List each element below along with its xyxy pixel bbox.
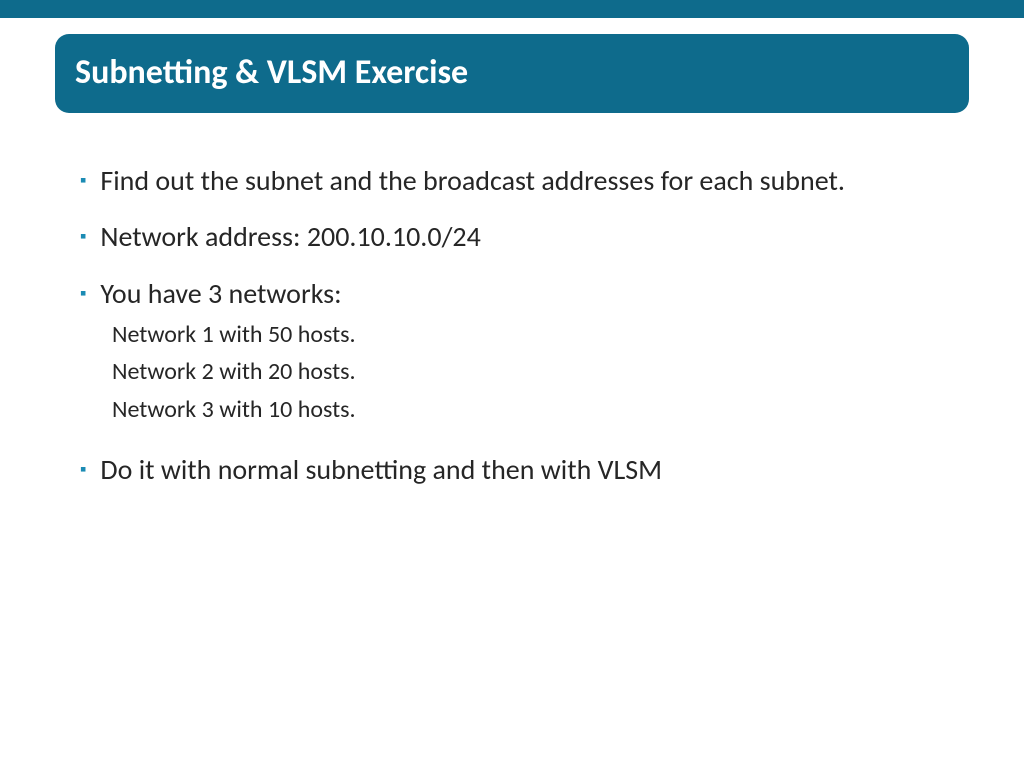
content-area: ▪ Find out the subnet and the broadcast … — [80, 163, 944, 488]
bullet-marker-icon: ▪ — [80, 282, 86, 304]
bullet-item: ▪ Network address: 200.10.10.0/24 — [80, 219, 944, 255]
sub-item: Network 3 with 10 hosts. — [112, 391, 944, 428]
title-container: Subnetting & VLSM Exercise — [55, 34, 969, 113]
sub-item: Network 2 with 20 hosts. — [112, 353, 944, 390]
sub-item: Network 1 with 50 hosts. — [112, 316, 944, 353]
bullet-text: Do it with normal subnetting and then wi… — [100, 452, 662, 488]
slide-title: Subnetting & VLSM Exercise — [75, 52, 949, 93]
bullet-item: ▪ You have 3 networks: — [80, 276, 944, 312]
bullet-marker-icon: ▪ — [80, 458, 86, 480]
top-accent-bar — [0, 0, 1024, 18]
bullet-marker-icon: ▪ — [80, 225, 86, 247]
sub-list: Network 1 with 50 hosts. Network 2 with … — [112, 316, 944, 428]
bullet-item: ▪ Do it with normal subnetting and then … — [80, 452, 944, 488]
bullet-marker-icon: ▪ — [80, 169, 86, 191]
bullet-item: ▪ Find out the subnet and the broadcast … — [80, 163, 944, 199]
bullet-text: You have 3 networks: — [100, 276, 341, 312]
bullet-text: Find out the subnet and the broadcast ad… — [100, 163, 845, 199]
bullet-text: Network address: 200.10.10.0/24 — [100, 219, 480, 255]
